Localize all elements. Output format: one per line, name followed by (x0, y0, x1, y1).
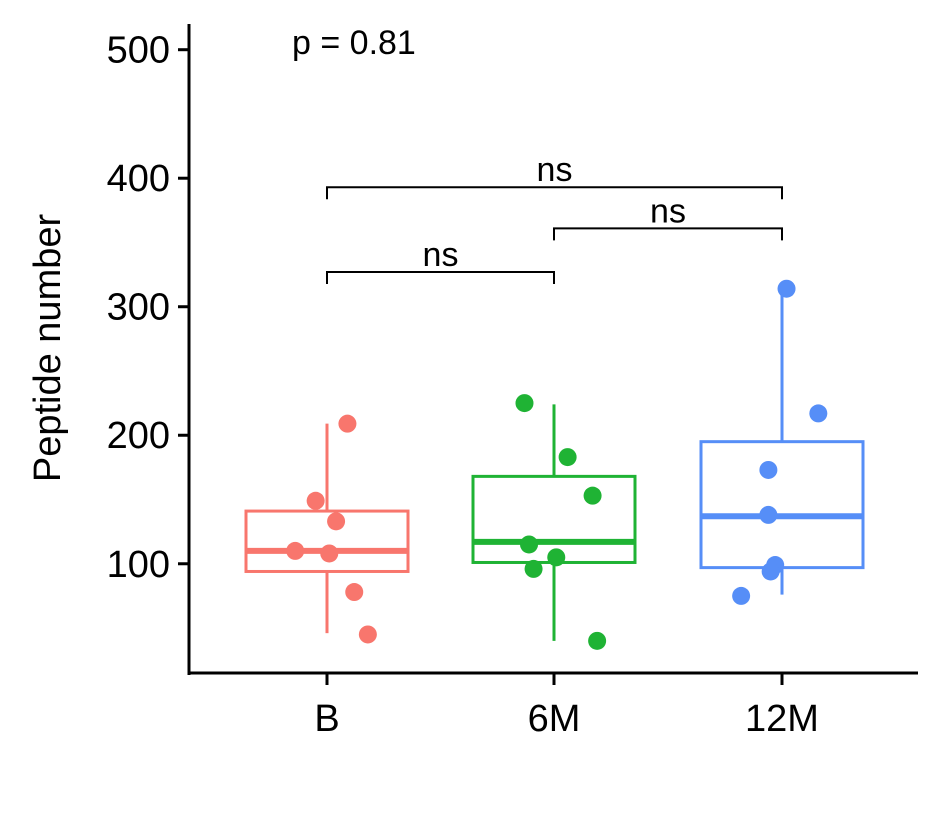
data-point (306, 491, 325, 510)
data-point (761, 562, 780, 581)
plot-marks: ns ns ns (244, 151, 865, 650)
data-point (777, 279, 796, 298)
data-point (327, 512, 346, 531)
data-point (588, 631, 607, 650)
y-axis-title: Peptide number (27, 214, 69, 483)
data-point (358, 625, 377, 644)
box-iqr (699, 440, 865, 570)
y-tick-label: 200 (107, 415, 170, 457)
x-tick-label: B (314, 698, 339, 740)
data-point (345, 583, 364, 602)
data-point (520, 535, 539, 554)
x-tick-label: 12M (745, 698, 819, 740)
data-point (515, 394, 534, 413)
y-tick-label: 500 (107, 30, 170, 72)
data-point (547, 548, 566, 567)
box-iqr (244, 509, 410, 573)
data-point (759, 505, 778, 524)
significance-label: ns (537, 151, 573, 189)
box-group-B (244, 414, 410, 644)
p-value-annotation: p = 0.81 (292, 24, 416, 62)
comparison-bracket: ns (553, 192, 783, 241)
x-ticks: B 6M 12M (314, 673, 819, 740)
significance-label: ns (650, 192, 686, 230)
data-point (286, 541, 305, 560)
data-point (524, 559, 543, 578)
data-point (809, 404, 828, 423)
data-point (583, 486, 602, 505)
box-group-12M (699, 279, 865, 605)
data-point (759, 460, 778, 479)
y-ticks: 100 200 300 400 500 (107, 30, 189, 586)
y-tick-label: 300 (107, 287, 170, 329)
x-tick-label: 6M (528, 698, 581, 740)
data-point (732, 586, 751, 605)
box-group-6M (471, 394, 637, 650)
significance-label: ns (423, 236, 459, 274)
bracket-line (553, 227, 783, 241)
y-tick-label: 100 (107, 544, 170, 586)
comparison-bracket: ns (326, 236, 555, 285)
comparison-bracket: ns (326, 151, 783, 200)
data-point (320, 544, 339, 563)
bracket-line (326, 186, 783, 200)
y-tick-label: 400 (107, 158, 170, 200)
bracket-line (326, 271, 555, 285)
data-point (338, 414, 357, 433)
data-point (558, 448, 577, 467)
